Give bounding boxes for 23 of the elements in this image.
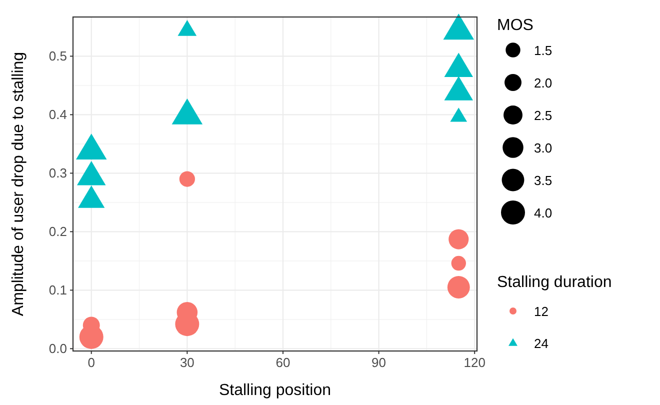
y-tick-label: 0.2 xyxy=(48,224,67,240)
legend-label: 24 xyxy=(534,336,548,351)
x-tick-label: 0 xyxy=(88,355,95,370)
y-axis-title: Amplitude of user drop due to stalling xyxy=(10,52,27,316)
y-tick-label: 0.4 xyxy=(48,107,67,122)
y-tick-label: 0.1 xyxy=(48,282,67,298)
legend-label: 3.5 xyxy=(534,173,552,188)
legend-label: 3.0 xyxy=(534,140,552,156)
legend-label: 12 xyxy=(534,304,548,319)
x-axis-title: Stalling position xyxy=(218,382,332,399)
legend-label: 1.5 xyxy=(534,43,552,58)
x-tick-label: 60 xyxy=(276,355,290,370)
y-tick-label: 0.0 xyxy=(48,341,67,356)
x-tick-label: 120 xyxy=(464,355,486,370)
y-tick-label: 0.3 xyxy=(48,166,67,181)
x-tick-label: 30 xyxy=(180,355,194,370)
legend-label: 2.0 xyxy=(534,76,552,90)
text: Stalling duration xyxy=(497,274,612,291)
text: MOS xyxy=(497,17,534,34)
x-tick-label: 90 xyxy=(372,355,386,370)
legend-label: 4.0 xyxy=(534,206,552,220)
y-tick-label: 0.5 xyxy=(48,48,67,64)
legend-label: 2.5 xyxy=(534,108,552,123)
